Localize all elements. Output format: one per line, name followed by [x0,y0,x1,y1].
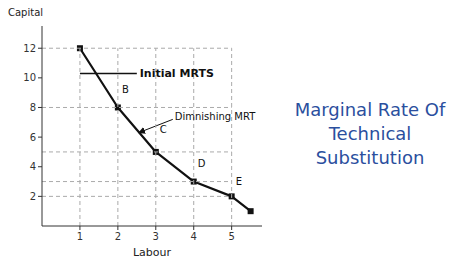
x-tick [79,226,80,230]
y-tick [38,137,42,138]
x-tick [155,226,156,230]
y-tick-label: 10 [23,72,36,83]
annotation: Dimnishing MRT [175,111,256,122]
y-tick-label: 2 [30,191,36,202]
guide-line-h [42,196,232,197]
y-tick-label: 6 [30,132,36,143]
y-tick [38,166,42,167]
y-tick-label: 4 [30,161,36,172]
x-axis-line [42,226,262,227]
annotation: E [236,176,242,187]
x-tick [117,226,118,230]
y-axis-label: Capital [8,7,43,18]
x-tick [231,226,232,230]
title-line: Technical [328,123,412,144]
guide-line-h [42,151,232,152]
point-marker [248,208,254,214]
annotation: Initial MRTS [140,67,214,80]
guide-line-h [42,48,232,49]
guide-line-v [117,48,118,226]
annotation: B [122,84,129,95]
y-tick [38,48,42,49]
x-tick-label: 4 [191,231,197,242]
title-line: Marginal Rate Of [295,99,446,120]
plot-area [77,45,254,214]
title-line: Substitution [316,147,425,168]
annotation: C [160,124,167,135]
x-tick-label: 1 [77,231,83,242]
title: Marginal Rate Of Technical Substitution [295,99,446,168]
isoquant-line [80,48,251,211]
x-tick-label: 3 [153,231,159,242]
guide-line-v [231,48,232,226]
mrts-line [80,73,137,75]
y-tick-label: 12 [23,43,36,54]
guide-line-h [42,107,232,108]
y-tick [38,77,42,78]
annotation: D [198,158,206,169]
y-tick-label: 8 [30,102,36,113]
guide-line-v [79,48,80,226]
x-axis-label: Labour [133,246,172,259]
y-tick [38,196,42,197]
x-tick-label: 2 [115,231,121,242]
x-tick-label: 5 [228,231,234,242]
guide-line-h [42,181,232,182]
x-tick [193,226,194,230]
y-tick [38,107,42,108]
